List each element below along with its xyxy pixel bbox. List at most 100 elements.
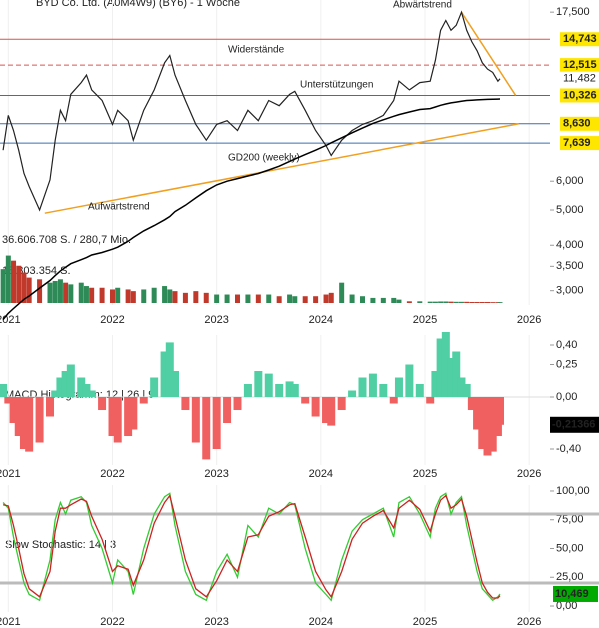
bar (181, 397, 190, 411)
volume-bar (323, 294, 329, 303)
volume-bar (182, 292, 188, 303)
volume-bar (11, 260, 17, 303)
stoch-line (2, 494, 501, 599)
bar (82, 384, 91, 398)
volume-bar (479, 301, 485, 303)
annotation: Unterstützungen (300, 80, 373, 91)
stoch-title: Slow Stochastic: 14 | 3 (5, 539, 116, 551)
x-tick-label: 2022 (100, 616, 124, 628)
volume-bar (370, 297, 376, 303)
bar (275, 384, 284, 398)
volume-bar (203, 292, 209, 303)
bar (171, 371, 179, 398)
volume-bar (57, 279, 63, 303)
x-tick-label: 2023 (204, 314, 228, 326)
volume-bar (485, 301, 490, 303)
volume-bar (21, 272, 27, 303)
bar (264, 373, 273, 398)
bar (108, 397, 117, 437)
volume-bar (276, 296, 282, 303)
volume-bar (349, 294, 355, 303)
volume-bar (453, 301, 459, 303)
volume-bar (141, 289, 147, 303)
volume-bar (458, 301, 464, 303)
y-tick-label: 5,000 (556, 204, 584, 216)
y-tick-label: 0,40 (556, 339, 577, 351)
volume-bar (167, 289, 173, 303)
bar (415, 384, 424, 398)
bar (467, 397, 476, 411)
trend-label: Abwärtstrend (393, 0, 452, 11)
volume-bar (448, 301, 454, 303)
y-tick-label: 17,500 (556, 6, 590, 18)
bar (150, 377, 159, 398)
bar (285, 381, 294, 398)
bar (66, 364, 75, 398)
bar (4, 397, 13, 404)
bar (368, 373, 377, 398)
ma-line (2, 98, 501, 320)
volume-bar (380, 297, 386, 303)
y-tick-label: 50,00 (556, 542, 584, 554)
y-tick-label: 3,500 (556, 260, 584, 272)
level-badge (560, 88, 599, 103)
bar (447, 358, 456, 398)
chart-title: BYD Co. Ltd. (A0M4W9) (BY6) - 1 Woche (36, 0, 240, 9)
bar (223, 397, 232, 424)
y-tick-label: -0,40 (556, 443, 581, 455)
bar (51, 390, 60, 398)
bar (98, 397, 107, 411)
annotation: Widerstände (228, 45, 285, 56)
bar (389, 397, 398, 404)
level-label: 8,630 (563, 118, 591, 130)
bar (478, 397, 487, 450)
bar (124, 397, 133, 437)
y-tick-label: 3,000 (556, 285, 584, 297)
last-label: -0,21366 (552, 419, 595, 431)
x-tick-label: 2024 (309, 616, 333, 628)
x-tick-label: 2023 (204, 616, 228, 628)
x-tick-label: 2025 (413, 314, 437, 326)
x-tick-label: 2023 (204, 468, 228, 480)
bar (14, 397, 23, 437)
bar (327, 397, 336, 426)
bar (290, 384, 299, 398)
x-tick-label: 2024 (309, 314, 333, 326)
bar (233, 397, 242, 411)
bar (311, 397, 320, 417)
volume-bar (52, 280, 58, 303)
level-label: 7,639 (563, 137, 591, 149)
volume-bar (438, 301, 444, 303)
volume-bar (328, 292, 334, 303)
trendline (460, 11, 517, 96)
trendline (44, 123, 519, 214)
bar (254, 371, 263, 398)
volume-bar (99, 287, 105, 303)
bar (191, 397, 200, 443)
bar (436, 338, 445, 398)
y-tick-label: 0,25 (556, 358, 577, 370)
x-tick-label: 2022 (100, 468, 124, 480)
level-label: 10,326 (563, 89, 597, 101)
x-tick-label: 2026 (517, 468, 541, 480)
volume-bar (125, 289, 131, 303)
volume-bar (162, 286, 168, 303)
volume-bar (432, 301, 438, 303)
bar (337, 397, 346, 411)
level-badge (560, 58, 599, 73)
bar (441, 332, 450, 398)
y-tick-label: 75,00 (556, 514, 584, 526)
x-tick-label: 2025 (413, 616, 437, 628)
volume-bar (0, 269, 6, 303)
volume-bar (287, 294, 293, 303)
volume-bar (245, 294, 251, 303)
volume-bar (391, 297, 397, 303)
volume-bar (16, 265, 22, 303)
last-badge (553, 585, 598, 602)
bar (322, 397, 331, 424)
volume-bar (313, 296, 319, 303)
